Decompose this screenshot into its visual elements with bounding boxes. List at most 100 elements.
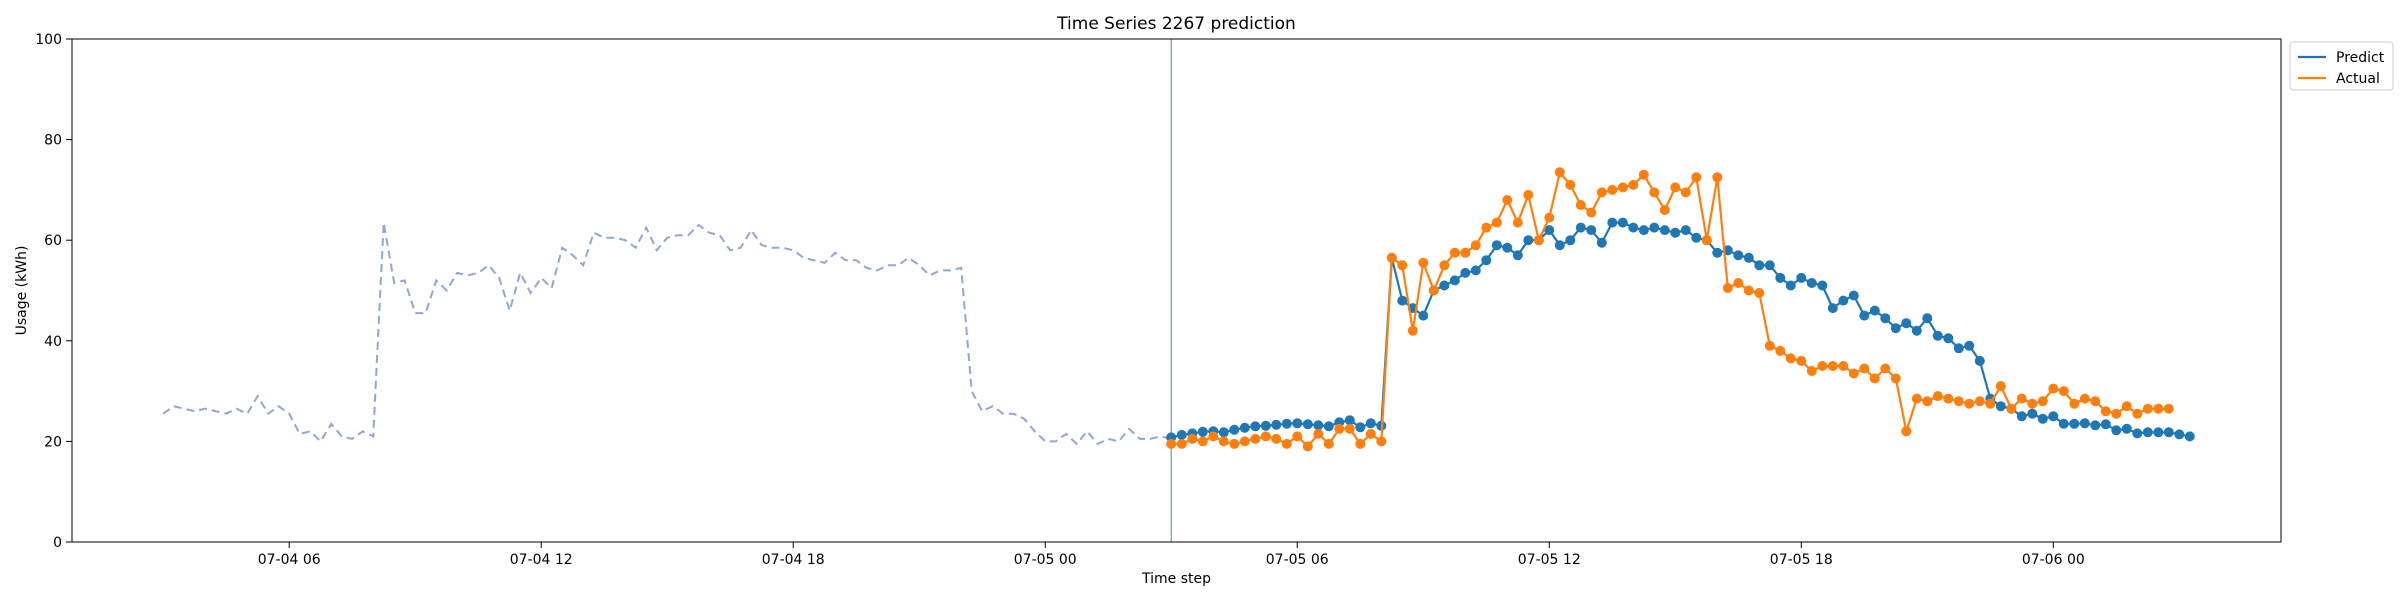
predict-point [1586,225,1597,236]
actual-point [1250,433,1261,444]
actual-point [1775,345,1786,356]
predict-point [1229,424,1240,435]
predict-point [1323,421,1334,432]
predict-point [1680,225,1691,236]
y-tick-label: 0 [53,535,62,551]
actual-point [1922,396,1933,407]
predict-point [2058,418,2069,429]
predict-point [1754,260,1765,271]
predict-point [1544,225,1555,236]
actual-point [2142,403,2153,414]
actual-point [1869,373,1880,384]
predict-point [2132,428,2143,439]
actual-point [1659,205,1670,215]
predict-point [1827,303,1838,314]
predict-point [1712,247,1723,258]
actual-point [1743,285,1754,296]
predict-point [2090,420,2101,431]
actual-point [1365,428,1376,439]
actual-point [1397,260,1408,271]
actual-point [1890,373,1901,384]
actual-point [1827,361,1838,371]
predict-point [1691,232,1702,243]
x-tick-label: 07-04 18 [762,552,825,568]
predict-point [1775,272,1786,283]
predict-point [1460,267,1471,278]
predict-point [2037,413,2048,424]
actual-point [1502,195,1513,205]
actual-point [2048,383,2059,394]
actual-point [1586,207,1597,218]
predict-point [1512,250,1523,261]
actual-point [1964,398,1975,409]
actual-point [1649,187,1660,198]
actual-point [1386,252,1397,263]
plot-area [162,39,2195,542]
actual-point [1439,260,1450,271]
predict-point [1628,222,1639,233]
actual-point [1449,247,1460,258]
actual-point [1796,355,1807,366]
actual-point [1355,438,1366,449]
actual-point [2132,408,2143,419]
predict-point [1449,275,1460,286]
actual-point [2079,393,2090,404]
actual-point [1565,179,1576,190]
predict-point [1806,278,1817,288]
actual-point [1208,431,1219,442]
actual-point [1764,340,1775,351]
actual-point [1817,361,1828,371]
predict-point [1355,422,1366,433]
predict-point [1344,415,1355,426]
predict-point [1176,429,1187,440]
predict-point [1491,240,1502,251]
predict-point [1922,313,1933,324]
actual-point [1428,285,1439,296]
actual-point [1218,436,1229,447]
predict-point [1649,222,1660,233]
actual-point [1691,172,1702,183]
predict-point [1197,426,1208,437]
predict-point [1292,418,1303,429]
actual-point [2027,398,2038,409]
predict-point [2142,427,2153,438]
actual-point [1617,182,1628,193]
actual-point [1554,167,1565,178]
actual-point [1901,426,1912,437]
chart-title: Time Series 2267 prediction [1056,14,1296,34]
predict-point [1796,272,1807,283]
actual-point [1628,179,1639,190]
actual-point [1334,423,1345,434]
actual-point [1197,436,1208,447]
predict-point [1596,237,1607,248]
actual-point [1407,325,1418,336]
y-tick-label: 100 [35,32,62,48]
predict-point [1502,242,1513,253]
predict-point [1418,310,1429,321]
x-tick-label: 07-05 12 [1518,552,1581,568]
actual-point [1533,235,1544,246]
actual-point [1754,288,1765,298]
legend[interactable]: Predict Actual [2289,41,2394,91]
actual-point [1638,169,1649,180]
actual-point [1460,247,1471,258]
x-tick-label: 07-05 06 [1266,552,1329,568]
actual-point [1670,182,1681,193]
actual-point [2163,403,2174,414]
actual-point [1166,438,1177,449]
actual-point [1943,393,1954,404]
actual-point [1292,431,1303,442]
actual-point [1229,438,1240,449]
y-tick-label: 40 [44,334,62,350]
actual-point [1911,393,1922,404]
predict-point [1859,310,1870,321]
predict-point [1575,222,1586,233]
predict-point [1271,419,1282,430]
actual-point [2100,406,2111,417]
predict-point [2121,423,2132,434]
y-axis-label: Usage (kWh) [14,246,30,336]
predict-point [1470,265,1481,276]
actual-point [1785,353,1796,364]
predict-point [1218,427,1229,438]
